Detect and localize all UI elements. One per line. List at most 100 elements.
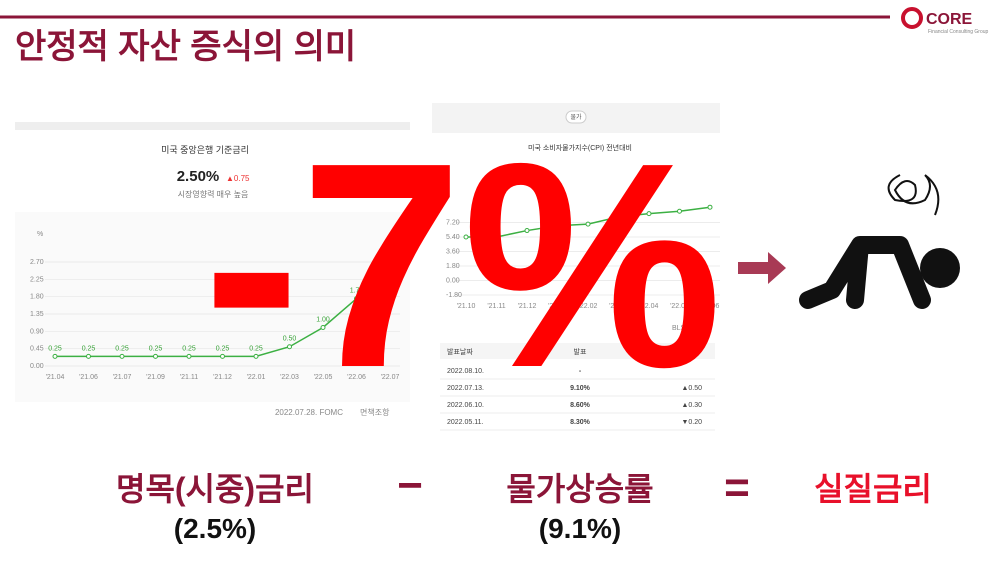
table-header-bg <box>440 343 715 359</box>
point <box>86 353 91 359</box>
rate-value: 2.50% <box>177 168 220 185</box>
x-tick-label: '21.10 <box>457 303 476 310</box>
data-label: 1.00 <box>316 316 330 323</box>
data-label: 0.25 <box>216 345 230 352</box>
y-tick-label: 7.20 <box>446 220 460 227</box>
term1: 명목(시중)금리 <box>116 471 314 507</box>
x-tick-label: '22.04 <box>640 303 659 310</box>
unit: % <box>37 231 43 238</box>
point <box>524 228 530 234</box>
table-cell: ▲0.50 <box>681 385 702 392</box>
x-tick-label: '22.07 <box>381 374 400 381</box>
table-cell: - <box>579 368 582 375</box>
tab[interactable] <box>565 110 587 124</box>
point <box>220 353 225 359</box>
x-tick-label: '22.03 <box>609 303 628 310</box>
point <box>119 353 125 359</box>
slide-title: 안정적 자산 증식의 의미 <box>15 28 356 66</box>
x-tick-label: '22.05 <box>314 374 333 381</box>
x-tick-label: '22.01 <box>247 374 266 381</box>
data-label: 0.50 <box>283 336 297 343</box>
right-panel <box>432 103 720 430</box>
result: 실질금리 <box>814 471 932 507</box>
data-label: 0.25 <box>115 345 129 352</box>
overlay: -7% <box>203 102 722 428</box>
y-tick-label: 2.25 <box>30 276 44 283</box>
y-tick-label: 0.90 <box>30 328 44 335</box>
x-tick-label: '21.11 <box>487 303 505 310</box>
y-tick-label: 1.35 <box>30 311 44 318</box>
y-tick-label: 3.60 <box>446 249 460 256</box>
table-cell: 2022.07.13. <box>447 385 484 392</box>
point <box>555 223 560 229</box>
data-label: 0.25 <box>249 345 263 352</box>
x-tick-label: '21.12 <box>518 303 537 310</box>
x-tick-label: '22.06 <box>701 303 720 310</box>
logo: CORE <box>926 11 973 28</box>
point <box>320 324 326 330</box>
source: BLS <box>672 325 686 332</box>
table: 발표날짜 발표 2022.08.10. - 2022.07.13. 9.10% ▲0.50 2… <box>440 343 715 431</box>
data-label: 2.5 <box>385 259 395 266</box>
point <box>616 214 621 220</box>
term1-value: (2.5%) <box>174 513 256 544</box>
tab-label: 물가 <box>570 113 582 121</box>
figure <box>799 174 960 309</box>
point <box>287 344 292 350</box>
y-tick-label: 1.80 <box>446 263 460 270</box>
x-tick-label: '21.04 <box>46 374 65 381</box>
table-cell: ▼0.20 <box>681 419 702 426</box>
x-tick-label: '22.01 <box>548 303 567 310</box>
term2: 물가상승률 <box>506 471 653 507</box>
point <box>677 208 682 214</box>
point <box>52 353 58 359</box>
table-header: 발표날짜 <box>447 347 473 356</box>
x-tick-label: '22.02 <box>579 303 598 310</box>
point <box>463 234 469 240</box>
data-label: 0.25 <box>182 345 196 352</box>
table-cell: 2022.05.11. <box>447 419 484 426</box>
panel-bar <box>15 122 410 130</box>
data-label: 0.25 <box>82 345 96 352</box>
footer: 2022.07.28. FOMC <box>275 408 343 417</box>
rate-change: ▲0.75 <box>226 174 250 183</box>
minus: − <box>397 461 423 510</box>
point <box>153 353 158 359</box>
chart-bg <box>15 212 410 402</box>
panel-title: 미국 소비자물가지수(CPI) 전년대비 <box>528 143 632 152</box>
arrow <box>738 252 786 284</box>
table-cell: ▲0.30 <box>681 402 702 409</box>
y-tick-label: 0.45 <box>30 346 44 353</box>
y-tick-label: 5.40 <box>446 234 460 241</box>
data-label: 1.75 <box>350 288 364 295</box>
y-tick-label: -1.80 <box>446 292 462 299</box>
table-cell: 8.60% <box>570 402 591 409</box>
table-header: 발표 <box>574 347 587 356</box>
point <box>186 353 192 359</box>
data-label: 0.25 <box>149 345 163 352</box>
y-tick-label: 1.80 <box>30 294 44 301</box>
panel-title: 미국 중앙은행 기준금리 <box>161 144 249 155</box>
logo-icon <box>901 7 923 29</box>
y-tick-label: 0.00 <box>446 278 460 285</box>
x-tick-label: '21.12 <box>213 374 232 381</box>
table-cell: 2022.06.10. <box>447 402 484 409</box>
point <box>387 267 393 273</box>
point <box>494 234 499 240</box>
data-label: 0.25 <box>48 345 62 352</box>
logo-sub: Financial Consulting Group <box>928 29 989 35</box>
point <box>707 204 713 210</box>
x-tick-label: '21.07 <box>113 374 132 381</box>
x-tick-label: '21.11 <box>180 374 198 381</box>
x-tick-label: '22.05 <box>670 303 689 310</box>
influence: 시장영향력 매우 높음 <box>178 189 249 199</box>
table-cell: 8.30% <box>570 419 591 426</box>
point <box>253 353 259 359</box>
x-tick-label: '21.09 <box>146 374 165 381</box>
x-tick-label: '22.03 <box>280 374 299 381</box>
equals: = <box>724 463 750 512</box>
point <box>354 296 359 302</box>
point <box>585 221 591 227</box>
disclaimer: 면책조항 <box>360 407 390 417</box>
